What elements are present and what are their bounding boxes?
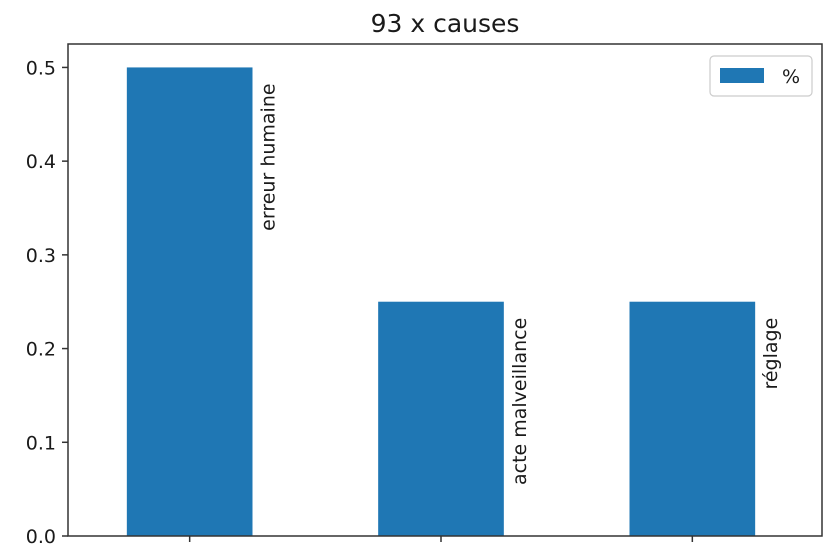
y-tick-label: 0.0: [26, 526, 56, 548]
bar: [126, 67, 253, 536]
bar: [378, 301, 504, 536]
y-tick-label: 0.3: [26, 245, 56, 267]
y-tick-label: 0.5: [26, 57, 56, 79]
legend-swatch: [720, 68, 764, 83]
chart-title: 93 x causes: [371, 9, 520, 38]
legend-label: %: [782, 66, 800, 88]
y-tick-label: 0.4: [26, 151, 56, 173]
bar-label-group: erreur humaine acte malveillance réglage: [258, 83, 783, 485]
bar-label: acte malveillance: [509, 318, 531, 485]
legend: %: [709, 55, 813, 97]
y-axis: 0.0 0.1 0.2 0.3 0.4 0.5: [26, 57, 68, 548]
bar-label: erreur humaine: [258, 83, 280, 230]
y-tick-label: 0.2: [26, 339, 56, 361]
plot-frame: [67, 43, 823, 537]
bar: [629, 301, 756, 536]
x-axis: [188, 536, 694, 542]
y-tick-label: 0.1: [26, 432, 56, 454]
bar-label: réglage: [760, 318, 782, 390]
bar-group: [126, 67, 756, 536]
